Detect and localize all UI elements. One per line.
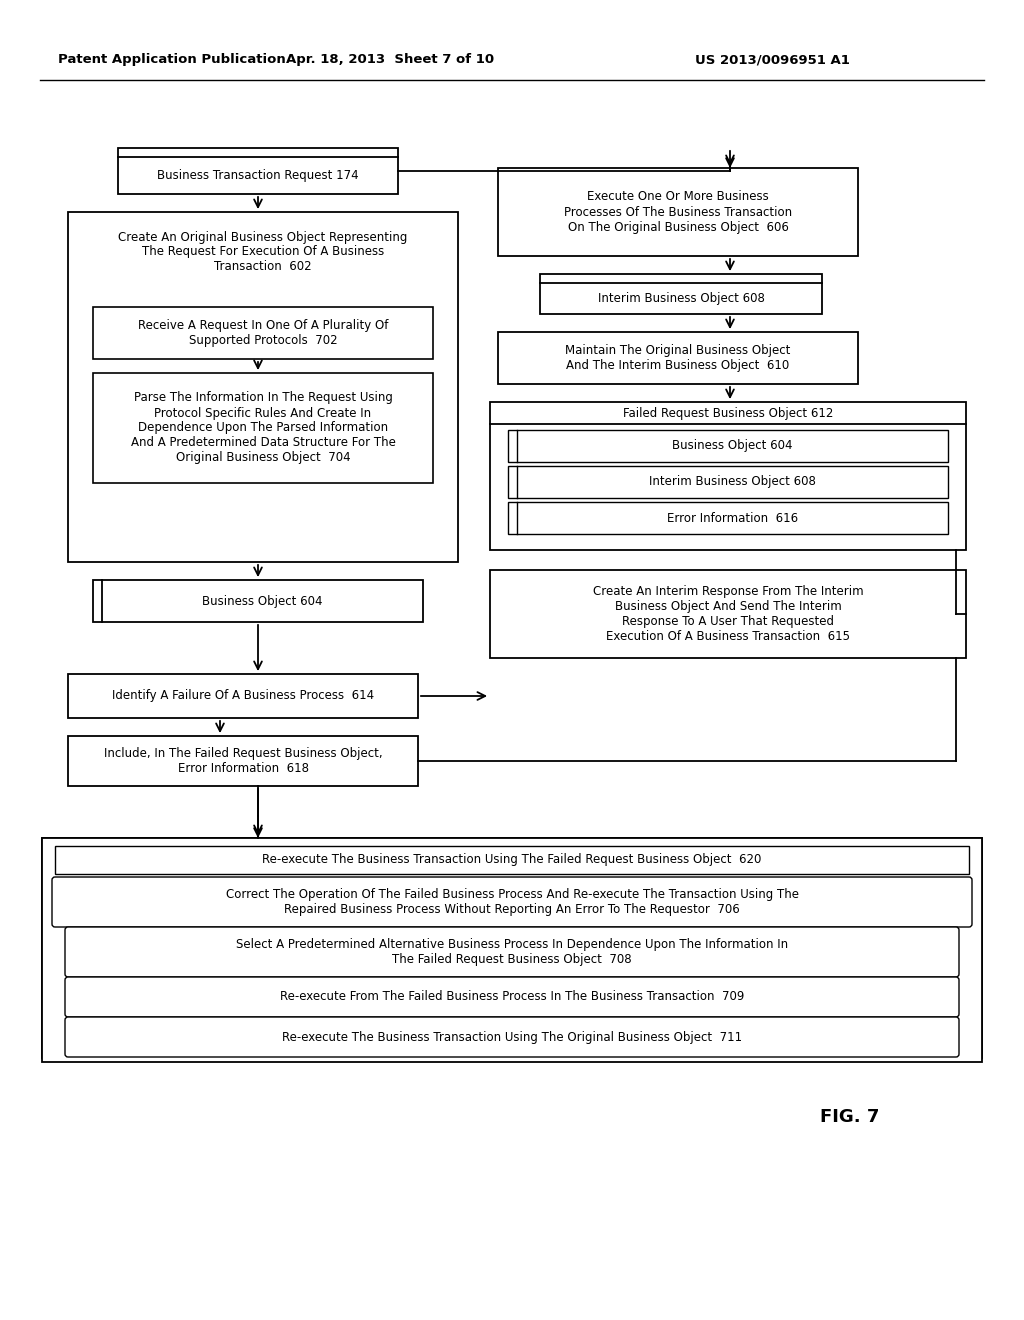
Text: Apr. 18, 2013  Sheet 7 of 10: Apr. 18, 2013 Sheet 7 of 10 <box>286 54 494 66</box>
Text: Correct The Operation Of The Failed Business Process And Re-execute The Transact: Correct The Operation Of The Failed Busi… <box>225 888 799 916</box>
Text: Error Information  616: Error Information 616 <box>667 511 798 524</box>
Text: Execute One Or More Business
Processes Of The Business Transaction
On The Origin: Execute One Or More Business Processes O… <box>564 190 792 234</box>
Text: Receive A Request In One Of A Plurality Of
Supported Protocols  702: Receive A Request In One Of A Plurality … <box>138 319 388 347</box>
Bar <box>118 148 398 194</box>
Text: Business Object 604: Business Object 604 <box>672 440 793 453</box>
Bar <box>498 333 858 384</box>
Bar <box>508 430 948 462</box>
Text: Create An Original Business Object Representing
The Request For Execution Of A B: Create An Original Business Object Repre… <box>119 231 408 273</box>
Bar <box>68 213 458 562</box>
Text: Interim Business Object 608: Interim Business Object 608 <box>649 475 816 488</box>
Text: Business Transaction Request 174: Business Transaction Request 174 <box>158 169 358 182</box>
Text: Re-execute The Business Transaction Using The Original Business Object  711: Re-execute The Business Transaction Usin… <box>282 1031 742 1044</box>
Text: Business Object 604: Business Object 604 <box>203 594 323 607</box>
Text: Re-execute The Business Transaction Using The Failed Request Business Object  62: Re-execute The Business Transaction Usin… <box>262 854 762 866</box>
Text: Select A Predetermined Alternative Business Process In Dependence Upon The Infor: Select A Predetermined Alternative Busin… <box>236 939 788 966</box>
Text: Re-execute From The Failed Business Process In The Business Transaction  709: Re-execute From The Failed Business Proc… <box>280 990 744 1003</box>
Bar <box>498 168 858 256</box>
Bar <box>490 570 966 657</box>
Text: Identify A Failure Of A Business Process  614: Identify A Failure Of A Business Process… <box>112 689 374 702</box>
Text: US 2013/0096951 A1: US 2013/0096951 A1 <box>695 54 850 66</box>
Bar <box>55 846 969 874</box>
FancyBboxPatch shape <box>65 1016 959 1057</box>
FancyBboxPatch shape <box>65 927 959 977</box>
Bar <box>68 737 418 785</box>
Text: Interim Business Object 608: Interim Business Object 608 <box>598 292 765 305</box>
Text: Create An Interim Response From The Interim
Business Object And Send The Interim: Create An Interim Response From The Inte… <box>593 585 863 643</box>
Text: Failed Request Business Object 612: Failed Request Business Object 612 <box>623 408 834 421</box>
Bar <box>93 308 433 359</box>
Text: FIG. 7: FIG. 7 <box>820 1107 880 1126</box>
Bar <box>93 579 423 622</box>
Bar <box>508 502 948 535</box>
Bar <box>68 675 418 718</box>
Text: Maintain The Original Business Object
And The Interim Business Object  610: Maintain The Original Business Object An… <box>565 345 791 372</box>
Text: Include, In The Failed Request Business Object,
Error Information  618: Include, In The Failed Request Business … <box>103 747 382 775</box>
Bar <box>508 466 948 498</box>
FancyBboxPatch shape <box>65 977 959 1016</box>
Text: Patent Application Publication: Patent Application Publication <box>58 54 286 66</box>
Bar <box>540 275 822 314</box>
Bar <box>490 403 966 550</box>
FancyBboxPatch shape <box>52 876 972 927</box>
Bar <box>42 838 982 1059</box>
Text: Parse The Information In The Request Using
Protocol Specific Rules And Create In: Parse The Information In The Request Usi… <box>131 392 395 465</box>
Bar <box>42 838 982 1063</box>
Bar <box>93 374 433 483</box>
